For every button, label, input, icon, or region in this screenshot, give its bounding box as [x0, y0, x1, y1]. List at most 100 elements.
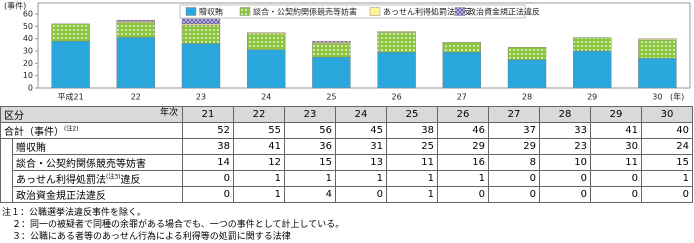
x-tick-label: 29: [587, 93, 597, 102]
legend-label: 贈収賄: [199, 7, 223, 17]
value-cell: 0: [182, 170, 234, 187]
value-cell: 0: [335, 186, 387, 203]
column-header: 27: [488, 106, 540, 123]
value-cell: 10: [539, 154, 591, 171]
indent-cell: [0, 138, 13, 203]
value-cell: 1: [641, 170, 693, 187]
value-cell: 16: [437, 154, 489, 171]
total-label: 合計（事件）: [4, 127, 64, 138]
value-cell: 30: [590, 138, 642, 155]
bar-segment: [116, 19, 156, 22]
column-header: 26: [437, 106, 489, 123]
legend-swatch: [239, 7, 251, 16]
legend-label: あっせん利得処罰法違反: [383, 7, 471, 17]
x-tick-label: 27: [457, 93, 467, 102]
x-tick-label: 28: [522, 93, 532, 102]
notes: 注１：公職選挙法違反事件を除く。 ２：同一の被疑者で同種の余罪がある場合でも、一つ…: [2, 207, 344, 243]
bar-segment: [181, 43, 221, 89]
plot-frame: [37, 2, 691, 89]
value-cell: 36: [284, 138, 336, 155]
total-cell: 40: [641, 122, 693, 139]
bar-segment: [638, 58, 677, 89]
total-cell: 41: [590, 122, 642, 139]
column-header: 30: [641, 106, 693, 123]
value-cell: 0: [182, 186, 234, 203]
bar-segment: [181, 24, 221, 44]
bar-segment: [507, 47, 547, 60]
value-cell: 1: [284, 170, 336, 187]
column-header: 24: [335, 106, 387, 123]
bar-segment: [51, 40, 90, 89]
y-axis-label: (事件): [4, 1, 26, 11]
column-header: 22: [233, 106, 285, 123]
legend-swatch: [369, 7, 381, 16]
total-cell: 52: [182, 122, 234, 139]
value-cell: 29: [437, 138, 489, 155]
bar-segment: [377, 32, 416, 53]
bar-segment: [377, 31, 416, 33]
row-label-text: あっせん利得処罰法: [16, 175, 106, 186]
column-header: 21: [182, 106, 234, 123]
bar-segment: [638, 39, 677, 59]
x-tick-label: 平成21: [58, 92, 84, 102]
x-tick-label: 26: [392, 93, 402, 102]
column-header: 23: [284, 106, 336, 123]
total-cell: 45: [335, 122, 387, 139]
value-cell: 0: [539, 170, 591, 187]
total-row: 合計（事件）(注2) 52 55 56 45 38 46 37 33 41 40: [0, 122, 693, 139]
note-line: ３：公職にある者等のあっせん行為による利得等の処罰に関する法律: [12, 232, 291, 242]
bar-segment: [573, 37, 612, 52]
legend-label: 政治資金規正法違反: [468, 7, 540, 17]
chart: (事件) (年) 0 10 20 30 40 50 60 平成21 22 23 24 25 26 27 28…: [4, 1, 691, 102]
bar-segment: [181, 18, 221, 25]
bar-segment: [246, 33, 286, 50]
legend-swatch: [185, 7, 197, 16]
column-header: 28: [539, 106, 591, 123]
value-cell: 25: [386, 138, 438, 155]
bar-segment: [377, 52, 416, 89]
bar-segment: [573, 50, 612, 89]
x-tick-label: 30: [652, 93, 662, 102]
value-cell: 41: [233, 138, 285, 155]
value-cell: 11: [386, 154, 438, 171]
value-cell: 4: [284, 186, 336, 203]
bar-segment: [51, 23, 90, 42]
data-table: 区分 年次 21 22 23 24 25 26 27 28 29 30 合計（事件）(注2) 52 55 56…: [0, 106, 693, 203]
value-cell: 1: [233, 170, 285, 187]
row-label: 談合・公契約関係競売等妨害: [12, 154, 183, 171]
value-cell: 1: [437, 170, 489, 187]
data-row: 贈収賄 38 41 36 31 25 29 29 23 30 24: [0, 138, 693, 203]
x-tick-label: 24: [261, 93, 271, 102]
value-cell: 1: [386, 186, 438, 203]
row-label: 政治資金規正法違反: [12, 186, 183, 203]
y-tick-label: 30: [23, 47, 33, 56]
total-cell: 38: [386, 122, 438, 139]
value-cell: 0: [488, 186, 540, 203]
total-cell: 56: [284, 122, 336, 139]
note-line: 注１：公職選挙法違反事件を除く。: [2, 208, 147, 218]
legend-swatch: [454, 7, 466, 16]
value-cell: 1: [386, 170, 438, 187]
legend-label: 談合・公契約関係競売等妨害: [253, 7, 357, 17]
x-tick-label: 25: [326, 93, 336, 102]
value-cell: 24: [641, 138, 693, 155]
x-tick-label: 22: [131, 93, 141, 102]
value-cell: 31: [335, 138, 387, 155]
row-label-text: 談合・公契約関係競売等妨害: [16, 159, 146, 170]
bar-segment: [312, 43, 351, 58]
legend-box: [179, 4, 526, 19]
bar-segment: [442, 42, 481, 53]
note-ref: (注2): [64, 125, 79, 133]
bar-segment: [246, 32, 286, 34]
bar-segment: [116, 22, 156, 38]
data-row: あっせん利得処罰法(注3)違反 0 1 1 1 1 1 0 0 0 1: [1, 170, 693, 187]
total-cell: 46: [437, 122, 489, 139]
y-tick-label: 10: [23, 71, 33, 80]
value-cell: 13: [335, 154, 387, 171]
total-cell: 33: [539, 122, 591, 139]
value-cell: 0: [488, 170, 540, 187]
bar-segment: [116, 37, 156, 89]
total-cell: 37: [488, 122, 540, 139]
